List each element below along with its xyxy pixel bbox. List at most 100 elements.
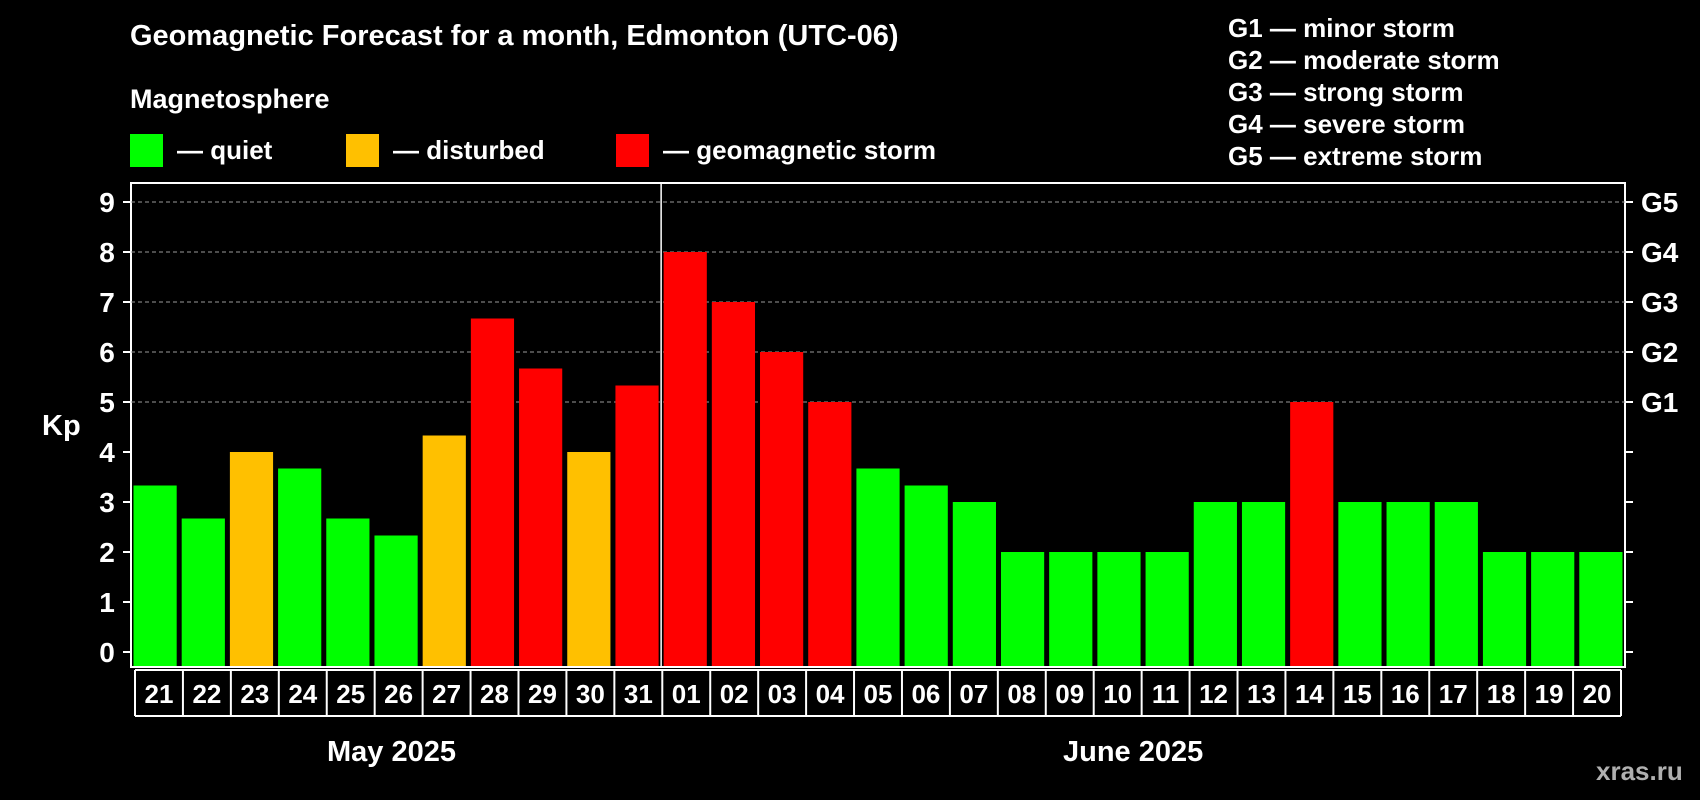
bar-day-11 bbox=[1145, 552, 1189, 666]
bar-day-09 bbox=[1049, 552, 1093, 666]
x-tick-label-12: 12 bbox=[1199, 679, 1228, 709]
bar-day-07 bbox=[952, 502, 996, 666]
y-tick-label: 6 bbox=[99, 337, 115, 368]
bar-day-14 bbox=[1290, 402, 1334, 666]
legend-swatch-quiet bbox=[130, 133, 163, 167]
bar-day-29 bbox=[519, 368, 563, 666]
storm-scale-g4: G4 — severe storm bbox=[1228, 109, 1466, 139]
bar-day-04 bbox=[808, 402, 852, 666]
bar-day-30 bbox=[567, 452, 611, 666]
legend-heading: Magnetosphere bbox=[130, 84, 330, 114]
month-label-june: June 2025 bbox=[1063, 736, 1204, 768]
bar-day-23 bbox=[229, 452, 274, 666]
x-tick-label-05: 05 bbox=[864, 679, 893, 709]
y-tick-label: 7 bbox=[99, 287, 115, 318]
bar-day-28 bbox=[470, 318, 515, 666]
x-tick-label-07: 07 bbox=[959, 679, 988, 709]
bar-day-05 bbox=[856, 468, 900, 666]
bar-day-17 bbox=[1434, 502, 1478, 666]
storm-scale-list: G1 — minor storm G2 — moderate storm G3 … bbox=[1228, 12, 1500, 172]
x-tick-label-19: 19 bbox=[1535, 679, 1564, 709]
g-scale-label: G2 bbox=[1641, 337, 1678, 368]
x-tick-label-31: 31 bbox=[624, 679, 653, 709]
bar-day-08 bbox=[1000, 552, 1045, 666]
x-tick-label-06: 06 bbox=[911, 679, 940, 709]
x-tick-label-17: 17 bbox=[1439, 679, 1468, 709]
x-tick-label-09: 09 bbox=[1055, 679, 1084, 709]
storm-scale-g5: G5 — extreme storm bbox=[1228, 141, 1483, 171]
chart-title: Geomagnetic Forecast for a month, Edmont… bbox=[130, 20, 899, 52]
bar-day-15 bbox=[1338, 502, 1382, 666]
legend-label-storm: — geomagnetic storm bbox=[663, 134, 937, 165]
storm-scale-g1: G1 — minor storm bbox=[1228, 13, 1455, 43]
x-tick-label-16: 16 bbox=[1391, 679, 1420, 709]
g-scale-label: G3 bbox=[1641, 287, 1678, 318]
legend-item-storm: — geomagnetic storm bbox=[616, 132, 936, 168]
legend-item-disturbed: — disturbed bbox=[346, 132, 545, 168]
bar-day-10 bbox=[1097, 552, 1141, 666]
x-tick-label-29: 29 bbox=[528, 679, 557, 709]
x-tick-label-26: 26 bbox=[384, 679, 413, 709]
bar-day-20 bbox=[1579, 552, 1623, 666]
legend-label-quiet: — quiet bbox=[177, 134, 273, 165]
x-tick-label-21: 21 bbox=[145, 679, 174, 709]
y-tick-label: 1 bbox=[99, 587, 115, 618]
bar-day-16 bbox=[1386, 502, 1430, 666]
x-tick-label-03: 03 bbox=[768, 679, 797, 709]
x-tick-label-23: 23 bbox=[240, 679, 269, 709]
x-tick-label-30: 30 bbox=[576, 679, 605, 709]
bar-day-19 bbox=[1531, 552, 1575, 666]
month-label-may: May 2025 bbox=[327, 736, 456, 768]
bar-day-21 bbox=[133, 485, 177, 666]
bar-day-25 bbox=[326, 518, 370, 666]
y-tick-label: 9 bbox=[99, 187, 115, 218]
bar-day-06 bbox=[904, 485, 948, 666]
x-tick-label-20: 20 bbox=[1583, 679, 1612, 709]
y-tick-label: 5 bbox=[99, 387, 115, 418]
x-tick-label-22: 22 bbox=[192, 679, 221, 709]
bar-day-24 bbox=[278, 468, 322, 666]
legend-label-disturbed: — disturbed bbox=[393, 134, 545, 165]
x-tick-label-01: 01 bbox=[672, 679, 701, 709]
x-tick-label-18: 18 bbox=[1487, 679, 1516, 709]
y-tick-label: 3 bbox=[99, 487, 115, 518]
x-tick-label-13: 13 bbox=[1247, 679, 1276, 709]
bar-day-26 bbox=[374, 535, 418, 666]
bar-day-12 bbox=[1193, 502, 1237, 666]
y-tick-label: 0 bbox=[99, 637, 115, 668]
legend-swatch-storm bbox=[616, 133, 649, 167]
y-tick-label: 8 bbox=[99, 237, 115, 268]
bar-day-22 bbox=[181, 518, 225, 666]
y-tick-label: 4 bbox=[99, 437, 115, 468]
x-tick-label-15: 15 bbox=[1343, 679, 1372, 709]
bar-day-31 bbox=[615, 385, 659, 666]
y-axis-label: Kp bbox=[42, 410, 81, 442]
x-tick-label-04: 04 bbox=[816, 679, 845, 709]
g-scale-label: G5 bbox=[1641, 187, 1678, 218]
legend-item-quiet: — quiet bbox=[130, 132, 272, 168]
bar-day-03 bbox=[760, 352, 804, 666]
x-tick-label-14: 14 bbox=[1295, 679, 1324, 709]
g-scale-label: G4 bbox=[1641, 237, 1679, 268]
x-tick-label-10: 10 bbox=[1103, 679, 1132, 709]
storm-scale-g3: G3 — strong storm bbox=[1228, 77, 1464, 107]
y-tick-label: 2 bbox=[99, 537, 115, 568]
x-tick-label-27: 27 bbox=[432, 679, 461, 709]
bar-day-18 bbox=[1482, 552, 1527, 666]
x-tick-label-25: 25 bbox=[336, 679, 365, 709]
bar-day-02 bbox=[711, 302, 756, 666]
x-tick-label-11: 11 bbox=[1152, 679, 1180, 709]
bar-day-13 bbox=[1241, 502, 1286, 666]
bar-day-01 bbox=[663, 252, 707, 666]
legend-swatch-disturbed bbox=[346, 133, 379, 167]
x-tick-label-28: 28 bbox=[480, 679, 509, 709]
plot-frame bbox=[130, 182, 1626, 668]
x-tick-label-02: 02 bbox=[720, 679, 749, 709]
bar-day-27 bbox=[422, 435, 466, 666]
storm-scale-g2: G2 — moderate storm bbox=[1228, 45, 1500, 75]
x-tick-label-08: 08 bbox=[1007, 679, 1036, 709]
g-scale-label: G1 bbox=[1641, 387, 1678, 418]
watermark: xras.ru bbox=[1596, 756, 1683, 786]
x-tick-label-24: 24 bbox=[288, 679, 317, 709]
